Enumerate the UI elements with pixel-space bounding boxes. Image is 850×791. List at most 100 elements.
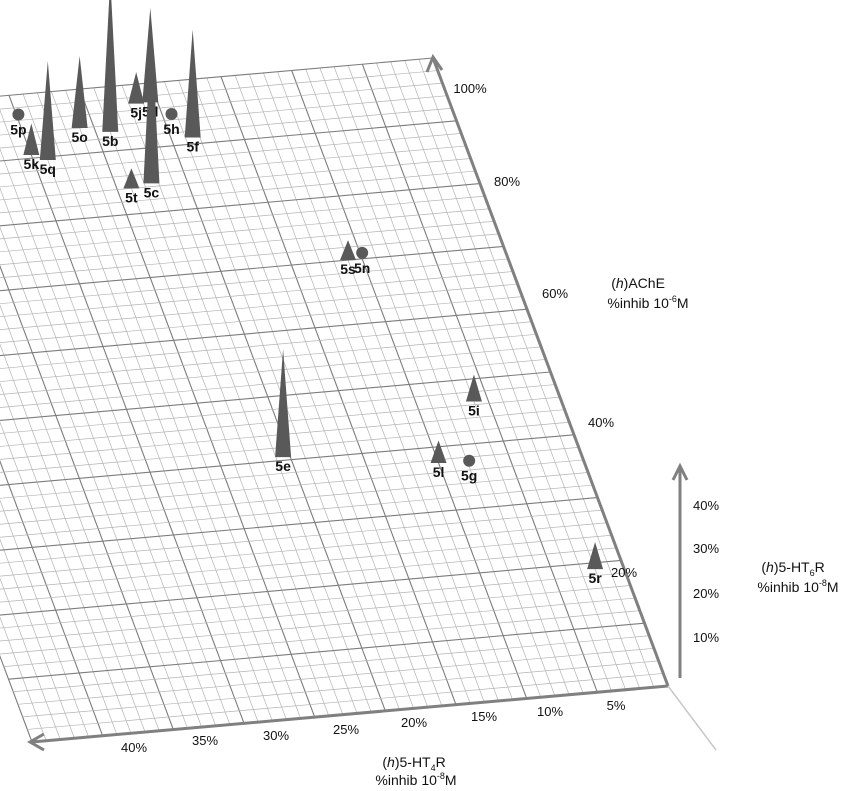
data-point-5l: 5l xyxy=(430,440,447,480)
z-tick-label: 30% xyxy=(693,541,719,556)
data-point-5e: 5e xyxy=(275,349,292,474)
point-label: 5h xyxy=(163,121,179,137)
grid-line-y xyxy=(0,534,612,590)
grid-line-y xyxy=(0,434,575,486)
floor-grid xyxy=(0,57,669,743)
dot-marker xyxy=(165,107,178,120)
y-tick-label: 80% xyxy=(494,174,520,189)
grid-line-x xyxy=(0,616,47,741)
z-axis-title: (h)5-HT6R %inhib 10-8M xyxy=(757,559,838,595)
grid-line-y xyxy=(17,647,654,705)
grid-line-y xyxy=(0,120,457,162)
grid-line-y xyxy=(8,622,645,680)
grid-line-x xyxy=(0,499,89,738)
grid-line-y xyxy=(0,346,542,395)
data-point-5k: 5k xyxy=(23,123,40,172)
grid-line-y xyxy=(0,509,603,564)
grid-line-y xyxy=(0,95,448,136)
grid-line-y xyxy=(0,70,438,110)
x-tick-label: 10% xyxy=(537,704,563,719)
grid-line-y xyxy=(0,384,556,434)
z-tick-label: 20% xyxy=(693,586,719,601)
grid-line-y xyxy=(0,559,622,616)
z-tick-label: 10% xyxy=(693,630,719,645)
y-axis-title: (h)AChE %inhib 10-6M xyxy=(607,275,688,311)
grid-line-y xyxy=(0,497,598,551)
z-axis-arrow-icon xyxy=(671,462,689,481)
cone-marker xyxy=(587,542,604,570)
cone-marker xyxy=(275,349,292,458)
grid-line-y xyxy=(0,333,537,382)
cone-marker xyxy=(143,25,160,184)
grid-line-y xyxy=(0,522,607,577)
cone-marker xyxy=(465,374,482,402)
data-point-5i: 5i xyxy=(465,374,482,418)
grid-line-y xyxy=(3,610,640,667)
x-tick-label: 20% xyxy=(401,715,427,730)
grid-line-y xyxy=(0,308,528,357)
y-tick-label: 100% xyxy=(453,81,487,96)
z-tick-label: 40% xyxy=(693,498,719,513)
point-label: 5o xyxy=(71,129,87,145)
x-axis-arrow-icon xyxy=(26,732,45,752)
point-label: 5l xyxy=(433,464,445,480)
grid-line-y xyxy=(0,208,490,253)
grid-line-x xyxy=(0,459,104,736)
tick-labels: 40% 35% 30% 25% 20% 15% 10% 5% 20% 40% 60% 80% 100% 1… xyxy=(121,81,719,755)
point-label: 5s xyxy=(340,261,356,277)
grid-line-y xyxy=(0,396,560,447)
point-label: 5r xyxy=(588,570,602,586)
point-label: 5j xyxy=(130,105,142,121)
grid-line-y xyxy=(0,82,443,123)
data-point-5c: 5c xyxy=(143,25,160,200)
y-tick-label: 40% xyxy=(588,415,614,430)
cone-marker xyxy=(340,240,357,261)
point-label: 5e xyxy=(275,458,291,474)
data-point-5b: 5b xyxy=(102,0,118,149)
grid-line-y xyxy=(0,271,513,318)
floor-plane xyxy=(0,58,668,742)
point-label: 5k xyxy=(24,156,40,172)
dot-marker xyxy=(12,108,25,121)
depth-guide-line xyxy=(667,685,717,751)
cone-marker xyxy=(102,0,119,132)
grid-line-y xyxy=(0,547,617,603)
grid-line-y xyxy=(13,635,650,693)
point-label: 5c xyxy=(144,184,160,200)
grid-line-x xyxy=(0,421,118,735)
grid-line-y xyxy=(27,673,664,730)
cone-marker xyxy=(430,440,447,463)
grid-line-y xyxy=(0,195,485,240)
axis-titles: (h)AChE %inhib 10-6M (h)5-HT6R %inhib 10… xyxy=(375,275,838,788)
data-point-5t: 5t xyxy=(123,168,140,205)
y-tick-label: 60% xyxy=(542,286,568,301)
dot-marker xyxy=(463,454,476,467)
point-label: 5g xyxy=(461,468,477,484)
cone-marker xyxy=(39,61,56,161)
cone-marker xyxy=(71,56,88,129)
y-axis-arrow-icon xyxy=(425,53,444,73)
grid-line-y xyxy=(0,296,523,343)
grid-line-y xyxy=(0,233,499,279)
grid-line-y xyxy=(0,459,584,512)
y-axis-line xyxy=(431,57,670,687)
grid-line-x xyxy=(0,577,61,740)
grid-line-y xyxy=(0,409,565,460)
point-label: 5n xyxy=(354,260,370,276)
grid-line-y xyxy=(0,220,495,266)
x-axis-title: (h)5-HT4R %inhib 10-8M xyxy=(375,754,456,788)
x-tick-label: 35% xyxy=(192,733,218,748)
data-point-5j: 5j xyxy=(128,72,145,121)
point-label: 5f xyxy=(186,139,199,155)
point-label: 5p xyxy=(10,121,26,137)
grid-line-y xyxy=(0,585,631,642)
data-point-5n: 5n xyxy=(354,246,370,276)
x-axis-line xyxy=(31,684,669,744)
dot-marker xyxy=(356,246,369,259)
grid-line-y xyxy=(0,371,551,422)
x-tick-label: 15% xyxy=(471,709,497,724)
x-tick-label: 30% xyxy=(263,728,289,743)
grid-line-y xyxy=(0,245,504,292)
grid-line-y xyxy=(0,158,471,201)
